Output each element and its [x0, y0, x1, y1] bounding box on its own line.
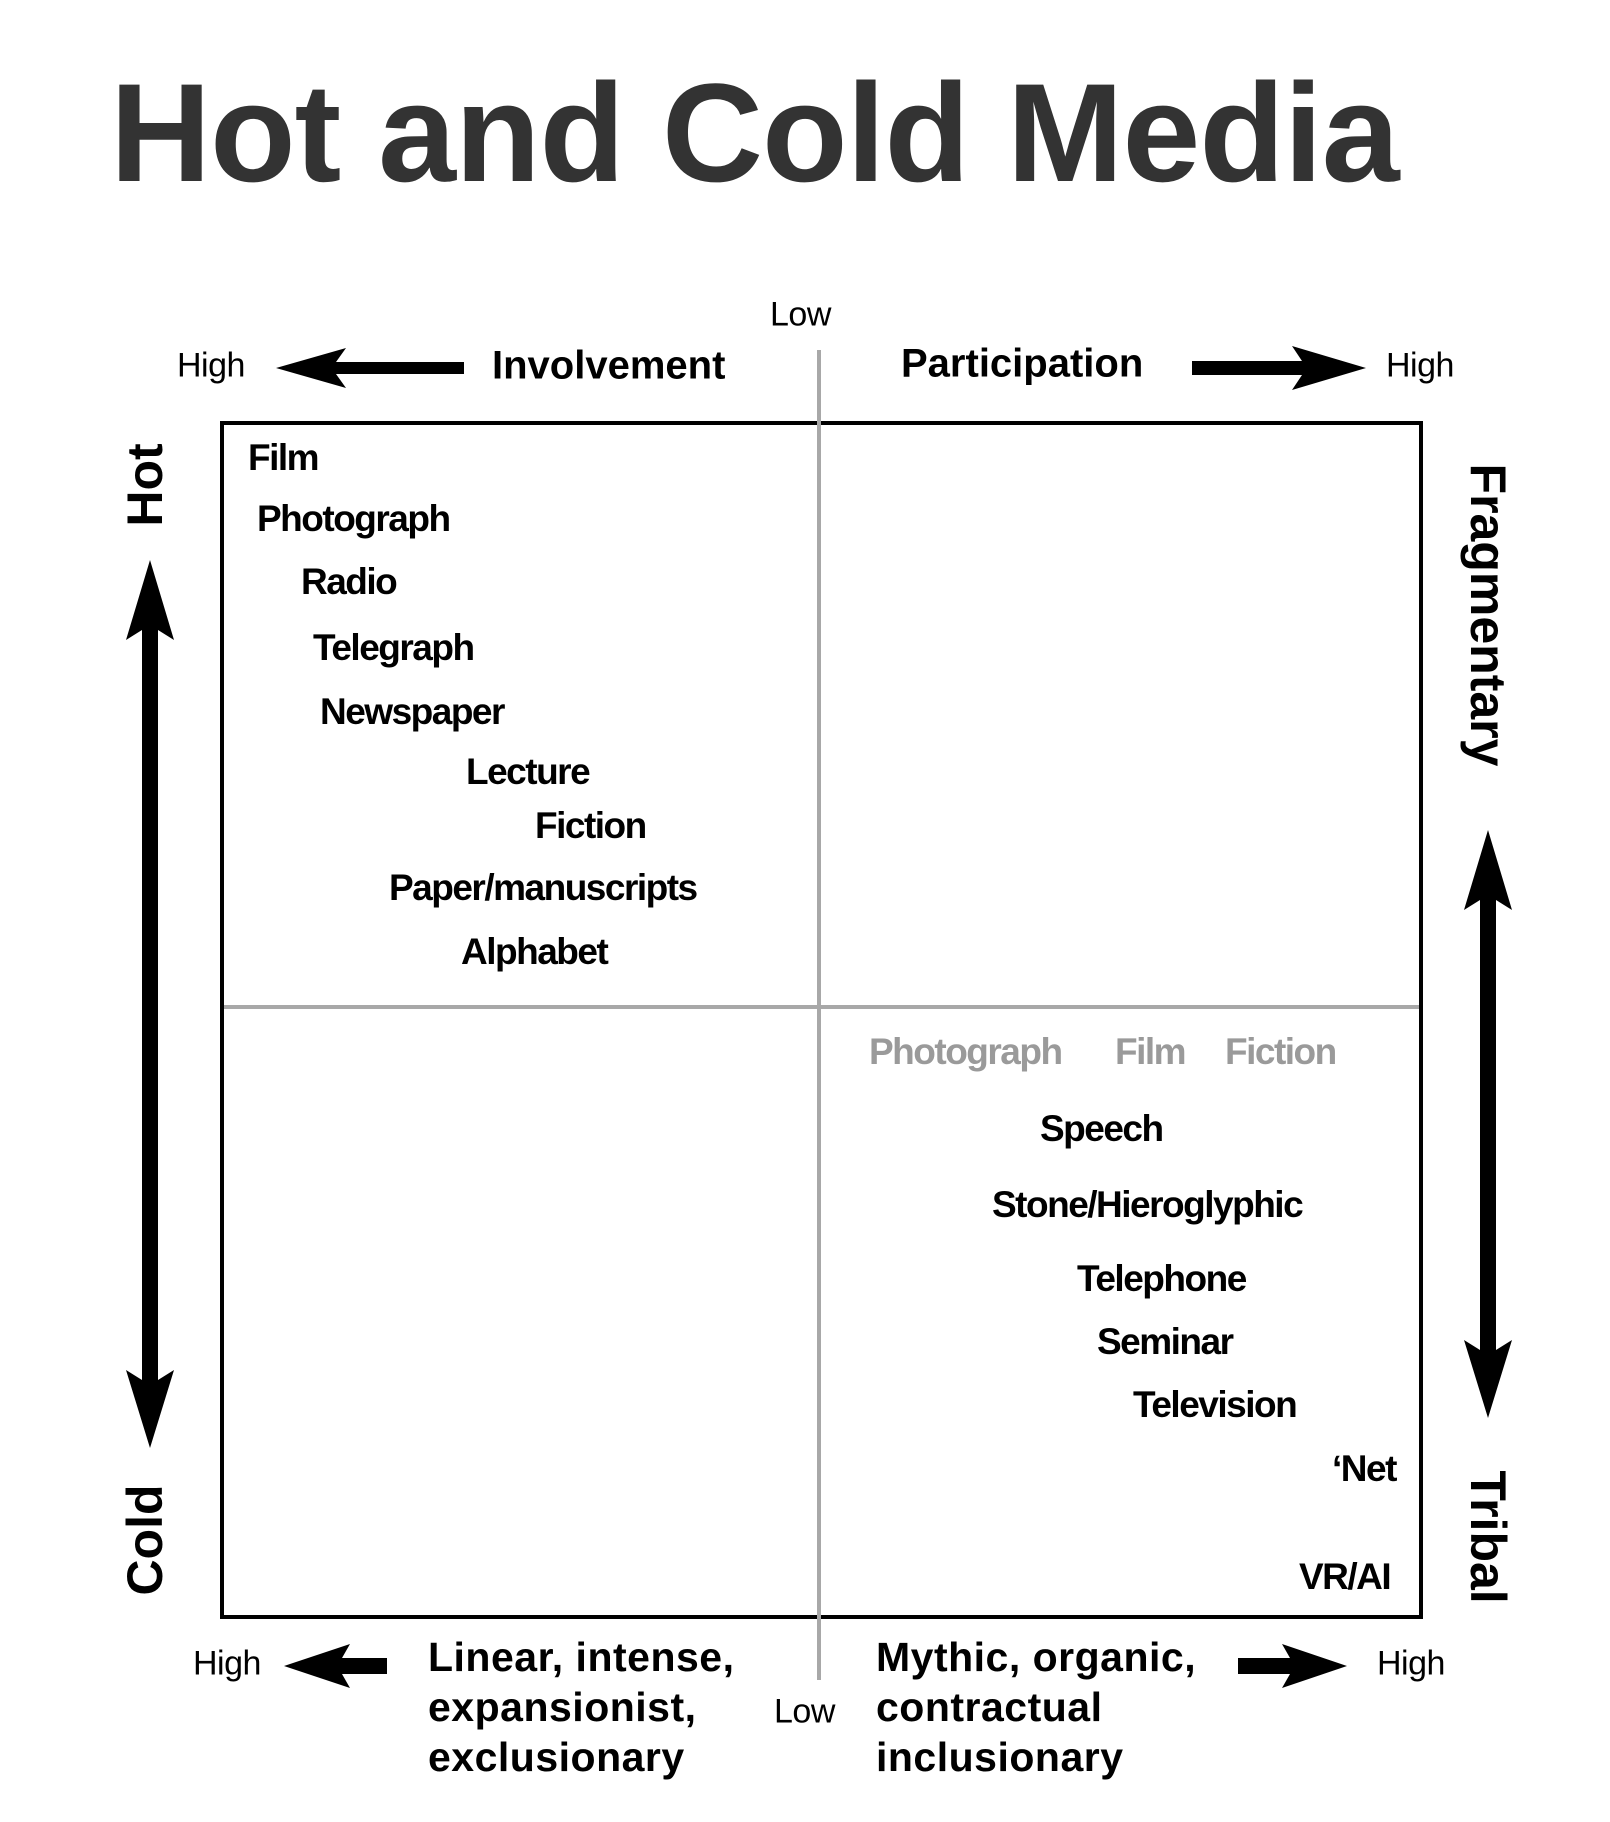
bottom-right-high-label: High [1377, 1644, 1445, 1683]
media-item: ‘Net [1332, 1448, 1397, 1489]
media-item: Newspaper [320, 691, 505, 732]
vertical-double-arrow-icon [1464, 830, 1512, 1418]
hot-label: Hot [117, 443, 173, 527]
media-item: Radio [301, 561, 398, 602]
media-item: Paper/manuscripts [389, 867, 698, 908]
vertical-divider [817, 350, 821, 1680]
arrow-right-icon [1238, 1644, 1347, 1688]
horizontal-divider [224, 1005, 1419, 1009]
involvement-label: Involvement [492, 343, 726, 388]
media-item: Telegraph [313, 627, 475, 668]
arrow-left-icon [284, 1644, 387, 1688]
fragmentary-label: Fragmentary [1460, 463, 1516, 767]
media-item: Photograph [257, 498, 451, 539]
bottom-low-label: Low [774, 1692, 835, 1731]
participation-label: Participation [901, 341, 1144, 386]
arrow-right-icon [1192, 346, 1366, 390]
faded-media-item: Film [1115, 1031, 1187, 1072]
faded-media-item: Photograph [869, 1031, 1063, 1072]
vertical-double-arrow-icon [126, 560, 174, 1448]
media-item: Alphabet [461, 931, 609, 972]
arrow-left-icon [276, 348, 464, 388]
tribal-label: Tribal [1460, 1470, 1516, 1604]
top-right-high-label: High [1386, 346, 1454, 385]
media-item: Film [248, 437, 320, 478]
bottom-left-high-label: High [193, 1644, 261, 1683]
faded-media-item: Fiction [1225, 1031, 1337, 1072]
media-item: Telephone [1077, 1258, 1247, 1299]
media-item: Speech [1040, 1108, 1164, 1149]
media-item: Seminar [1097, 1321, 1234, 1362]
media-item: Stone/Hieroglyphic [992, 1184, 1304, 1225]
quadrant-frame [220, 421, 1423, 1619]
linear-description: Linear, intense, expansionist, exclusion… [428, 1634, 735, 1780]
media-item: Television [1133, 1384, 1298, 1425]
media-item: Lecture [466, 751, 591, 792]
mythic-description: Mythic, organic, contractual inclusionar… [876, 1634, 1197, 1780]
top-low-label: Low [770, 295, 831, 334]
media-item: Fiction [535, 805, 647, 846]
top-left-high-label: High [177, 346, 245, 385]
page-title: Hot and Cold Media [110, 54, 1400, 211]
media-item: VR/AI [1299, 1556, 1392, 1597]
cold-label: Cold [117, 1484, 173, 1596]
